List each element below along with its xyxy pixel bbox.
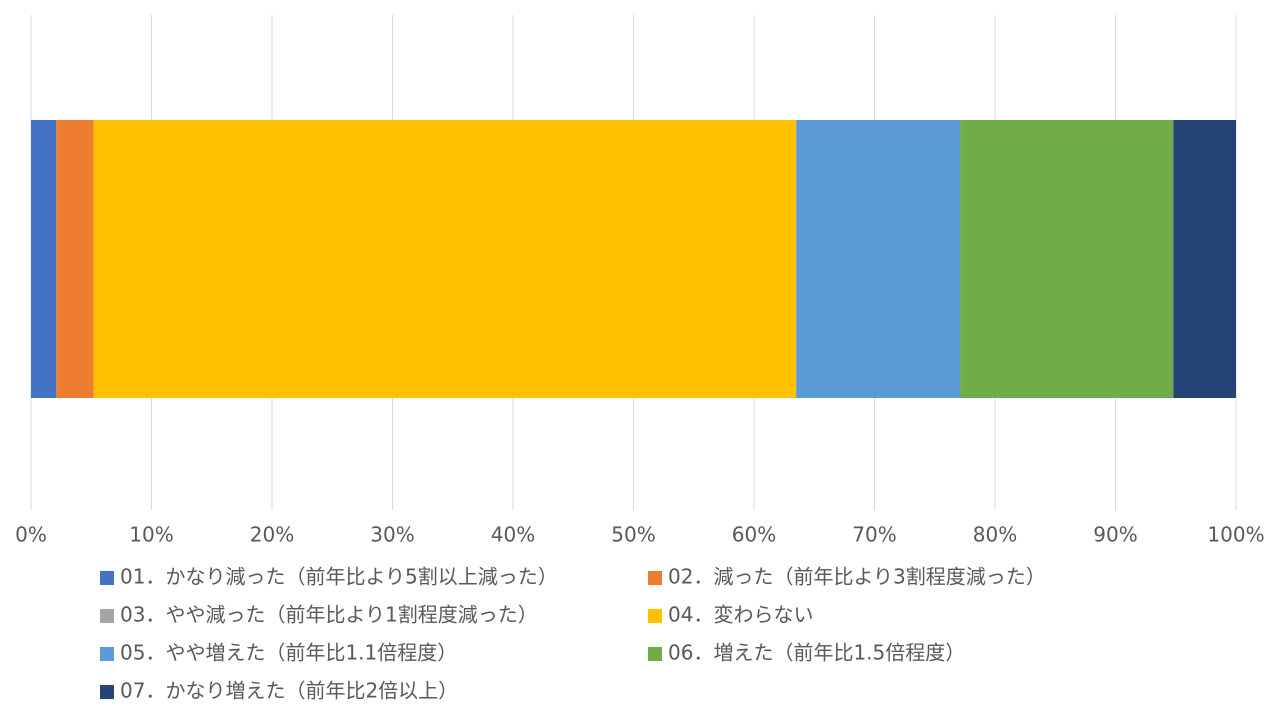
x-tick-label: 90%: [1093, 523, 1137, 547]
legend-swatch: [100, 647, 114, 661]
x-tick-label: 10%: [129, 523, 173, 547]
x-tick-label: 60%: [732, 523, 776, 547]
legend-label: 03．やや減った（前年比より1割程度減った）: [120, 603, 538, 627]
legend-swatch: [100, 685, 114, 699]
legend-swatch: [100, 609, 114, 623]
legend-label: 05．やや増えた（前年比1.1倍程度）: [120, 641, 457, 665]
legend-label: 07．かなり増えた（前年比2倍以上）: [120, 679, 458, 703]
legend-label: 02．減った（前年比より3割程度減った）: [668, 565, 1046, 589]
legend-label: 01．かなり減った（前年比より5割以上減った）: [120, 565, 558, 589]
legend-swatch: [648, 571, 662, 585]
bar-segment: [960, 120, 1174, 398]
x-tick-label: 80%: [973, 523, 1017, 547]
x-tick-label: 40%: [491, 523, 535, 547]
legend-label: 04．変わらない: [668, 603, 813, 627]
bar-segment: [31, 120, 57, 398]
x-tick-label: 20%: [250, 523, 294, 547]
bar-segment: [56, 120, 94, 398]
x-tick-label: 70%: [852, 523, 896, 547]
x-tick-label: 50%: [611, 523, 655, 547]
x-tick-label: 100%: [1207, 523, 1264, 547]
x-tick-label: 30%: [370, 523, 414, 547]
legend-swatch: [648, 647, 662, 661]
legend-swatch: [648, 609, 662, 623]
legend-label: 06．増えた（前年比1.5倍程度）: [668, 641, 965, 665]
legend-swatch: [100, 571, 114, 585]
x-tick-label: 0%: [15, 523, 47, 547]
bar-segment: [1173, 120, 1236, 398]
bar-segment: [796, 120, 961, 398]
bar-segment: [93, 120, 797, 398]
